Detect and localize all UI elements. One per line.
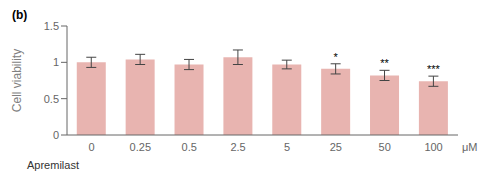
- svg-text:0: 0: [53, 129, 59, 141]
- svg-text:0.5: 0.5: [44, 93, 59, 105]
- svg-text:**: **: [380, 57, 389, 69]
- svg-text:100: 100: [424, 141, 442, 153]
- svg-text:50: 50: [379, 141, 391, 153]
- svg-text:0: 0: [88, 141, 94, 153]
- svg-text:Apremilast: Apremilast: [27, 159, 79, 171]
- svg-text:***: ***: [427, 63, 441, 75]
- svg-text:5: 5: [284, 141, 290, 153]
- svg-text:1.5: 1.5: [44, 20, 59, 32]
- svg-text:25: 25: [330, 141, 342, 153]
- svg-text:0.5: 0.5: [182, 141, 197, 153]
- svg-text:1: 1: [53, 56, 59, 68]
- svg-text:2.5: 2.5: [230, 141, 245, 153]
- svg-text:μM: μM: [462, 141, 478, 153]
- svg-text:0.25: 0.25: [130, 141, 151, 153]
- html-text:(b): (b): [12, 8, 28, 22]
- svg-text:Cell viability: Cell viability: [10, 49, 24, 112]
- svg-text:*: *: [334, 51, 339, 63]
